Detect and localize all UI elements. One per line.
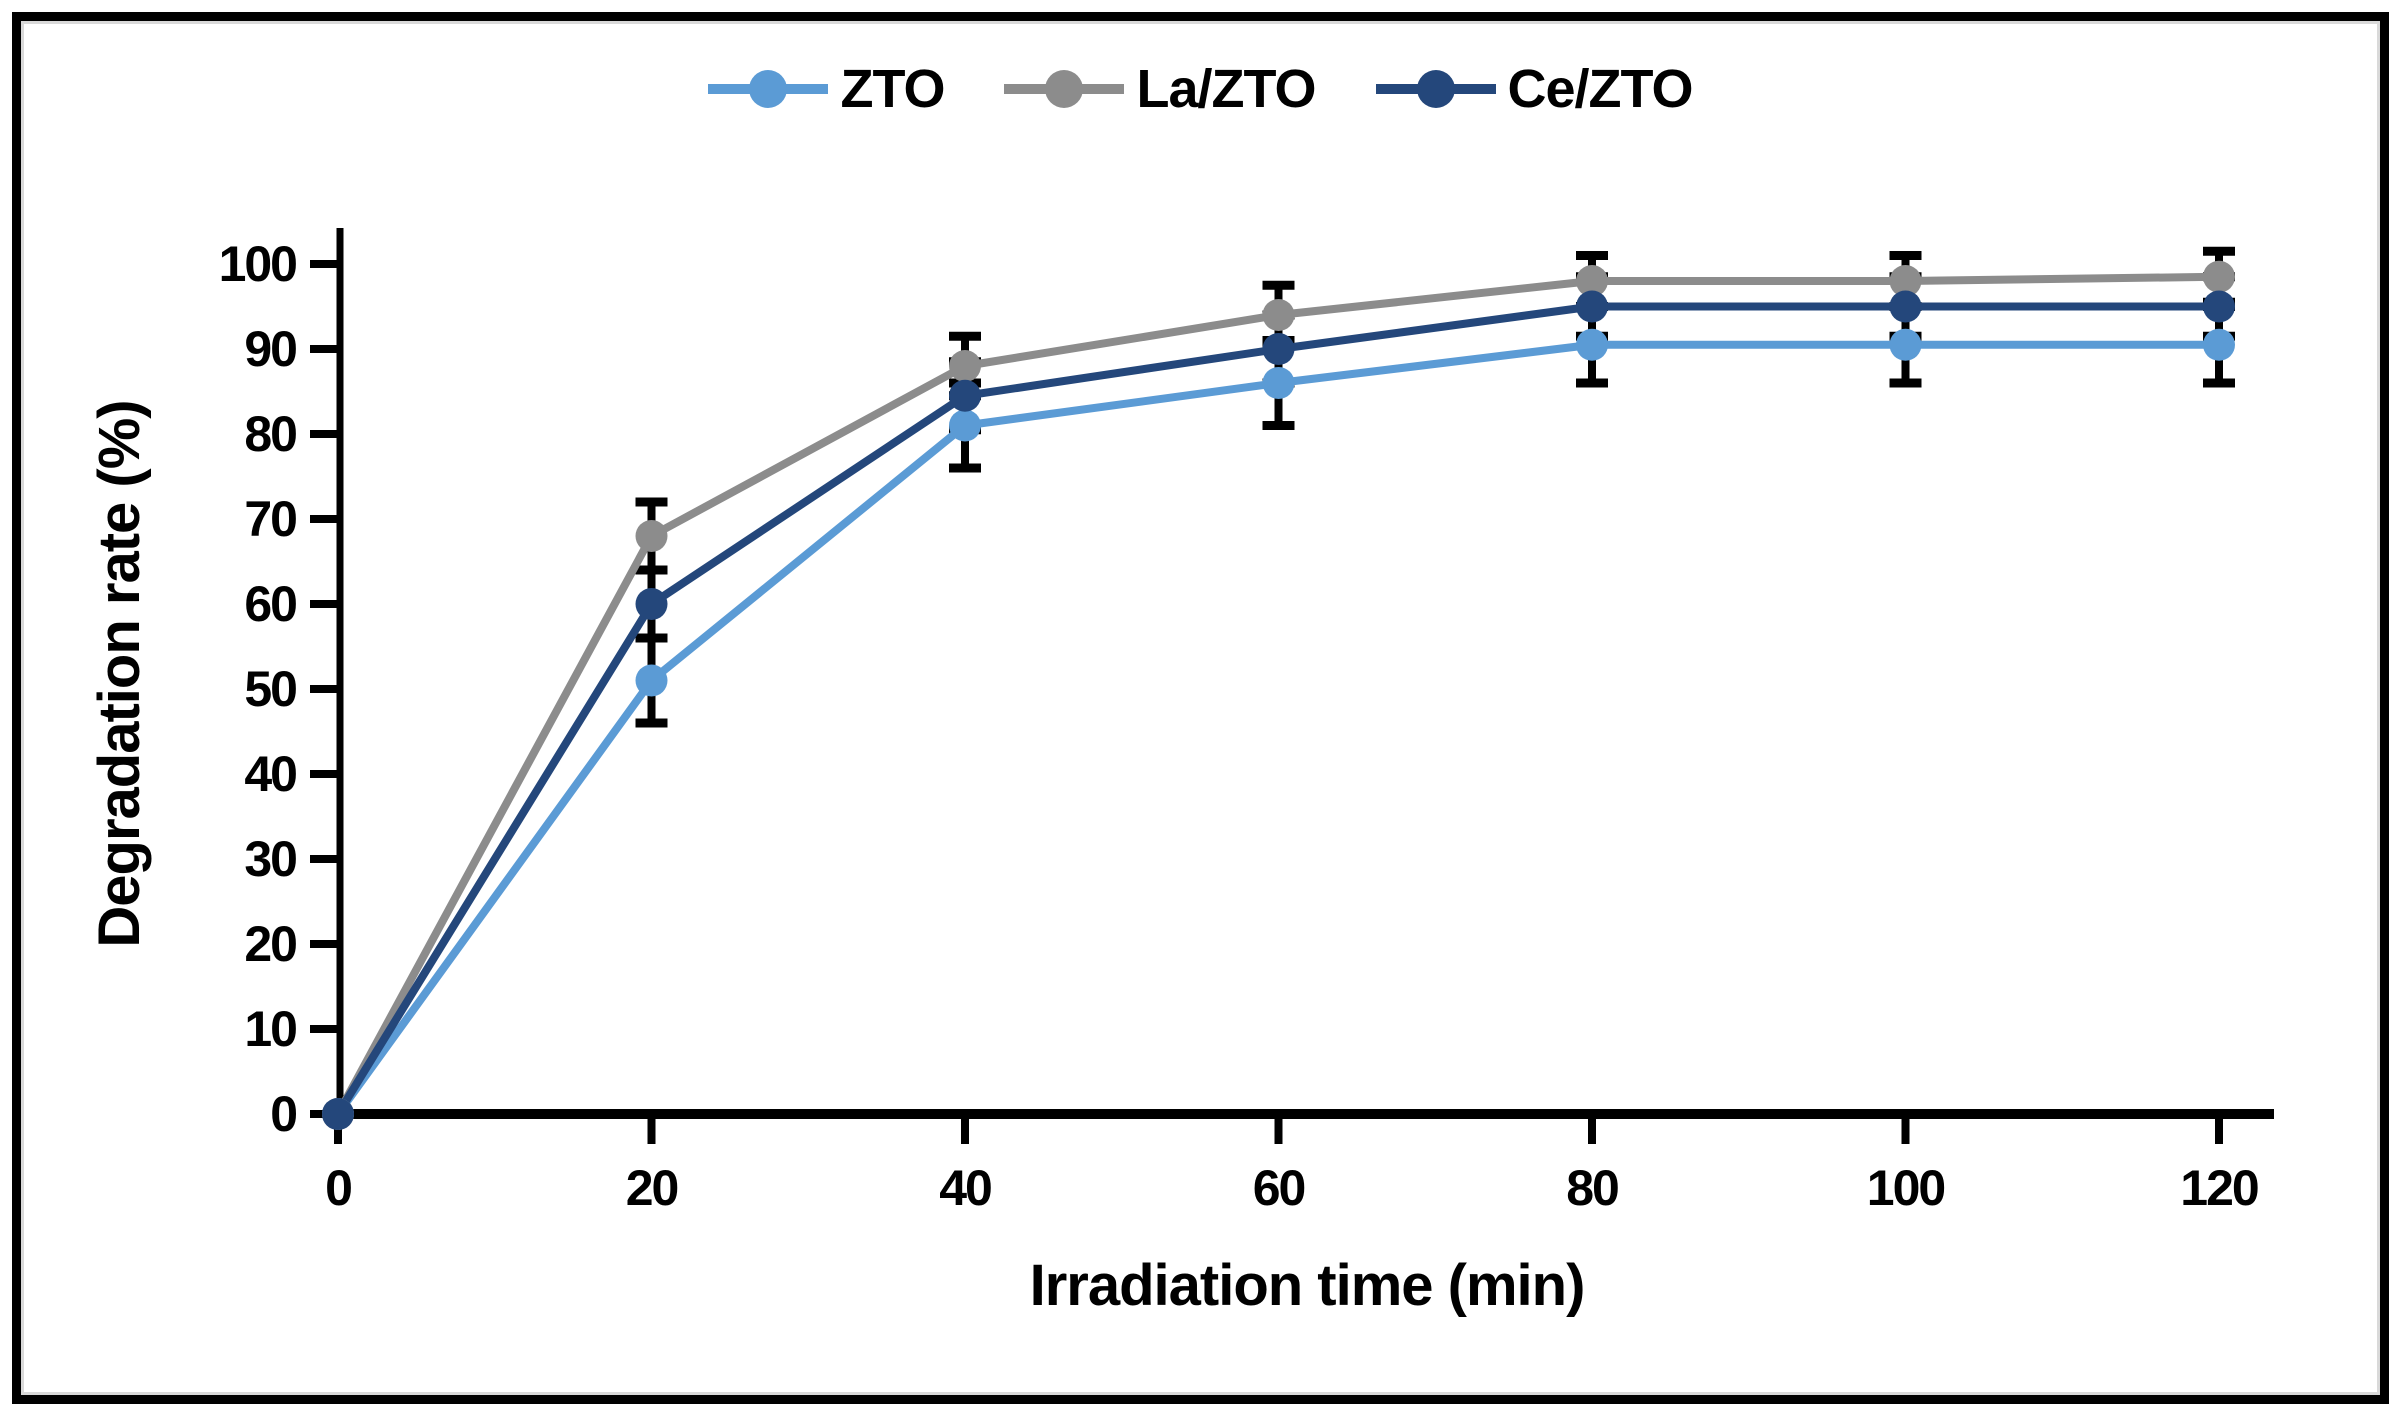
y-tick-label: 60 (244, 576, 296, 632)
legend-label-ce-zto: Ce/ZTO (1507, 59, 1694, 119)
y-axis-title: Degradation rate (%) (87, 400, 152, 948)
data-point-Ce/ZTO (1889, 290, 1922, 323)
legend-label-la-zto: La/ZTO (1136, 59, 1316, 119)
legend-label-zto: ZTO (840, 59, 945, 119)
x-tick-label: 80 (1566, 1160, 1618, 1216)
y-tick-label: 10 (244, 1001, 296, 1057)
legend-marker-ce-zto (1375, 67, 1496, 111)
y-tick-label: 20 (244, 916, 296, 972)
legend: ZTO La/ZTO Ce/ZTO (0, 62, 2401, 116)
y-tick-label: 40 (244, 746, 296, 802)
data-point-La/ZTO (2203, 260, 2235, 293)
data-point-La/ZTO (1262, 299, 1295, 331)
y-tick-label: 90 (244, 321, 296, 377)
data-point-ZTO (2203, 328, 2235, 361)
figure-border (12, 12, 2389, 1404)
data-point-La/ZTO (1576, 265, 1608, 297)
x-tick-label: 60 (1253, 1160, 1305, 1216)
data-point-ZTO (1262, 367, 1295, 399)
data-point-Ce/ZTO (322, 1098, 354, 1130)
x-axis-title: Irradiation time (min) (1029, 1253, 1586, 1318)
legend-item-zto: ZTO (708, 59, 945, 119)
data-point-Ce/ZTO (2203, 290, 2235, 323)
y-tick-label: 100 (219, 236, 297, 292)
data-point-ZTO (1889, 328, 1922, 361)
y-tick-label: 50 (244, 661, 296, 717)
data-point-La/ZTO (1889, 265, 1922, 297)
data-point-Ce/ZTO (1262, 333, 1295, 365)
y-tick-label: 80 (244, 406, 296, 462)
y-tick-label: 0 (270, 1086, 296, 1142)
data-point-La/ZTO (635, 520, 668, 552)
data-point-ZTO (635, 664, 668, 697)
legend-marker-la-zto (1004, 67, 1125, 111)
x-tick-label: 120 (2180, 1160, 2258, 1216)
x-tick-label: 0 (325, 1160, 351, 1216)
legend-item-la-zto: La/ZTO (1004, 59, 1317, 119)
data-point-ZTO (1576, 328, 1608, 361)
data-point-ZTO (949, 409, 981, 442)
data-point-Ce/ZTO (635, 588, 668, 620)
y-tick-label: 30 (244, 831, 296, 887)
y-tick-label: 70 (244, 491, 296, 547)
x-tick-label: 40 (939, 1160, 991, 1216)
data-point-La/ZTO (949, 350, 981, 382)
legend-item-ce-zto: Ce/ZTO (1375, 59, 1694, 119)
legend-marker-zto (708, 67, 829, 111)
data-point-Ce/ZTO (1576, 290, 1608, 323)
series-line-ZTO (334, 340, 2223, 1118)
x-tick-label: 20 (626, 1160, 678, 1216)
x-tick-label: 100 (1867, 1160, 1945, 1216)
data-point-Ce/ZTO (949, 379, 981, 412)
